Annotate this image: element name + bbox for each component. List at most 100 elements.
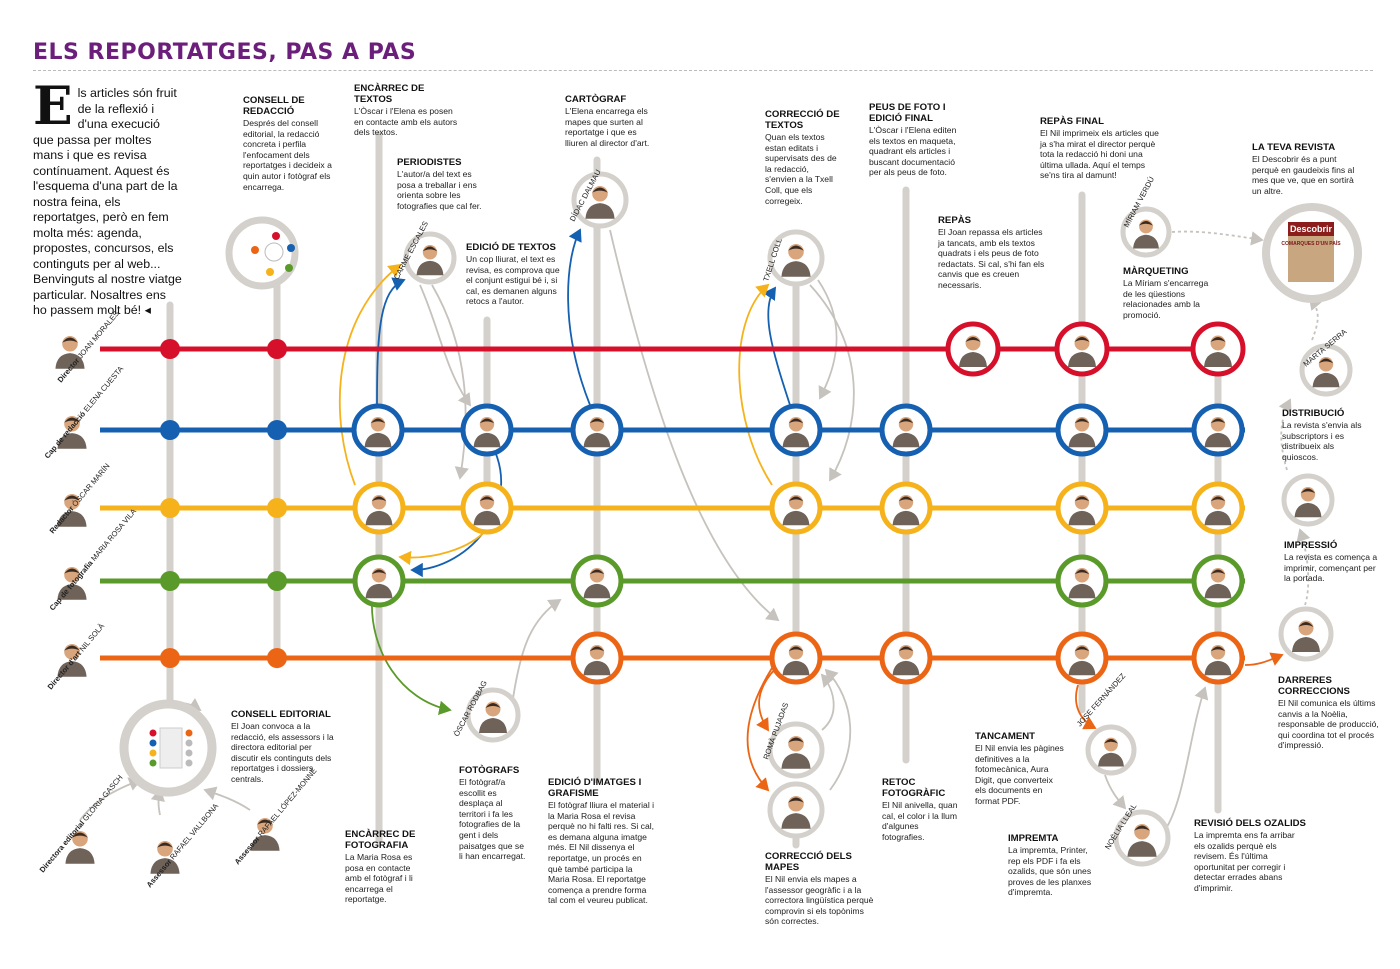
- photo-green-3: [1055, 554, 1109, 608]
- step-text: El Joan repassa els articles ja tancats,…: [938, 227, 1045, 290]
- photo-noelia: [1113, 809, 1171, 867]
- step-edicio-imatges: EDICIÓ D'IMATGES I GRAFISME El fotògraf l…: [548, 777, 656, 906]
- photo-marta: [1299, 343, 1353, 397]
- arrow-to-txell-yellow: [738, 283, 773, 486]
- step-retoc: RETOC FOTOGRÀFIC El Nil anivella, quan ca…: [882, 777, 962, 842]
- arrow-orange-to-jose: [1075, 684, 1097, 730]
- step-text: El Nil envia les pàgines definitives a l…: [975, 743, 1064, 806]
- svg-text:Assessor RAFAEL VALLBONA: Assessor RAFAEL VALLBONA: [145, 801, 221, 889]
- dot: [160, 498, 180, 518]
- arrow-to-carme-yellow: [338, 263, 402, 486]
- dot: [160, 571, 180, 591]
- photo-elena: [57, 415, 87, 449]
- step-periodistes: PERIODISTES L'autor/a del text es posa a …: [397, 157, 492, 211]
- arrow-rafael-l: [203, 786, 251, 811]
- step-title: LA TEVA REVISTA: [1252, 142, 1336, 153]
- photo-blue-7: [1191, 403, 1245, 457]
- step-text: El Nil imprimeix els articles que ja s'h…: [1040, 128, 1159, 181]
- photo-orange-1: [570, 631, 624, 685]
- step-text: Quan els textos estan editats i supervis…: [765, 132, 837, 206]
- name-oscar: ÒSCAR MARÍN: [70, 462, 111, 509]
- arrow-miriam-to-revista: [1171, 230, 1264, 246]
- photo-yellow-1: [352, 481, 406, 535]
- arrow-yellow-to-green: [398, 527, 489, 566]
- name-elena: ELENA CUESTA: [82, 364, 126, 414]
- arrow-orange-to-mapes: [746, 667, 773, 792]
- photo-blue-2: [460, 403, 514, 457]
- drop-cap: E: [33, 76, 73, 137]
- step-title: CORRECCIÓ DE TEXTOS: [765, 109, 840, 131]
- step-text: El Nil envia els mapes a l'assessor geog…: [765, 874, 874, 927]
- page-title: ELS REPORTATGES, PAS A PAS: [33, 40, 417, 65]
- step-text: El fotògraf/a escollit es desplaça al te…: [459, 777, 526, 862]
- photo-green-4: [1191, 554, 1245, 608]
- person-nodes: [55, 171, 1353, 874]
- step-title: PERIODISTES: [397, 157, 462, 168]
- step-title: ENCÀRREC DE FOTOGRAFIA: [345, 829, 416, 851]
- photo-oscar: [57, 493, 87, 527]
- dot: [160, 420, 180, 440]
- step-title: RETOC FOTOGRÀFIC: [882, 777, 946, 799]
- step-correccio-textos: CORRECCIÓ DE TEXTOS Quan els textos estan…: [765, 109, 840, 206]
- arrow-txell-back: [817, 279, 838, 400]
- step-consell-redaccio: CONSELL DE REDACCIÓ Després del consell e…: [243, 95, 335, 192]
- step-title: DARRERES CORRECCIONS: [1278, 675, 1350, 697]
- photo-didac: [571, 171, 629, 229]
- name-nil: NIL SOLÀ: [77, 621, 106, 653]
- name-rafael-v: RAFAEL VALLBONA: [168, 801, 221, 861]
- step-text: El Joan convoca a la redacció, els asses…: [231, 721, 334, 784]
- step-text: La impremta, Printer, rep els PDF i fa e…: [1008, 845, 1092, 898]
- step-fotografs: FOTÒGRAFS El fotògraf/a escollit es despl…: [459, 765, 527, 862]
- arrow-to-txell-blue: [762, 286, 791, 406]
- dot: [267, 571, 287, 591]
- step-peus-foto: PEUS DE FOTO I EDICIÓ FINAL L'Òscar i l'E…: [869, 102, 969, 178]
- step-text: La revista s'envia als subscriptors i es…: [1282, 420, 1362, 462]
- arrow-blue-to-didac: [567, 228, 591, 406]
- step-title: IMPRESSIÓ: [1284, 540, 1338, 551]
- photo-blue-6: [1055, 403, 1109, 457]
- step-title: ENCÀRREC DE TEXTOS: [354, 83, 425, 105]
- name-joan: JOAN MORALES: [76, 309, 121, 360]
- photo-impressio: [1281, 473, 1335, 527]
- photo-orange-2: [769, 631, 823, 685]
- photo-green-2: [570, 554, 624, 608]
- svg-text:Director d'art NIL SOLÀ: Director d'art NIL SOLÀ: [46, 621, 107, 691]
- step-title: EDICIÓ DE TEXTOS: [466, 242, 556, 253]
- magazine-subtitle: COMARQUES D'UN PAÍS: [1281, 239, 1341, 247]
- step-text: La revista es comença a imprimir, començ…: [1284, 552, 1378, 584]
- step-encarrec-textos: ENCÀRREC DE TEXTOS L'Òscar i l'Elena es p…: [354, 83, 464, 138]
- photo-blue-5: [879, 403, 933, 457]
- step-darreres-correccions: DARRERES CORRECCIONS El Nil comunica els …: [1278, 675, 1380, 751]
- step-text: El Nil anivella, quan cal, el color i la…: [882, 800, 958, 842]
- step-impressio: IMPRESSIÓ La revista es comença a imprimi…: [1284, 540, 1382, 584]
- step-distribucio: DISTRIBUCIÓ La revista s'envia als subscr…: [1282, 408, 1362, 462]
- step-text: El Nil comunica els últims canvis a la N…: [1278, 698, 1379, 751]
- name-mariarosa: MARIA ROSA VILA: [89, 506, 139, 563]
- arrow-correccions-to-impressio: [1296, 528, 1311, 606]
- arrow-distribucio-to-revista: [1308, 296, 1323, 341]
- title-divider: [33, 70, 1373, 71]
- photo-red-final: [1054, 321, 1110, 377]
- step-tancament: TANCAMENT El Nil envia les pàgines defini…: [975, 731, 1065, 807]
- photo-nil: [57, 643, 87, 677]
- photo-red-revisio: [1190, 321, 1246, 377]
- magazine-title: Descobrir: [1290, 224, 1333, 234]
- step-text: El Descobrir és a punt perquè en gaudeix…: [1252, 154, 1355, 196]
- arrow-roma-back: [820, 673, 835, 731]
- step-text: La Míriam s'encarrega de les qüestions r…: [1123, 278, 1209, 320]
- dot: [267, 420, 287, 440]
- photo-orange-5: [1191, 631, 1245, 685]
- photo-miriam: [1120, 206, 1172, 258]
- step-title: CONSELL DE REDACCIÓ: [243, 95, 305, 117]
- photo-yellow-4: [879, 481, 933, 535]
- step-title: REPÀS FINAL: [1040, 116, 1104, 127]
- consell-redaccio-node: [225, 216, 299, 290]
- step-title: IMPREMTA: [1008, 833, 1059, 844]
- photo-red-repas: [945, 321, 1001, 377]
- role-cap-redaccio: Cap de redacció: [43, 409, 88, 460]
- arrow-to-carme-blue: [376, 277, 406, 406]
- step-marqueting: MÀRQUETING La Míriam s'encarrega de les q…: [1123, 266, 1217, 320]
- role-lines: [100, 346, 1245, 661]
